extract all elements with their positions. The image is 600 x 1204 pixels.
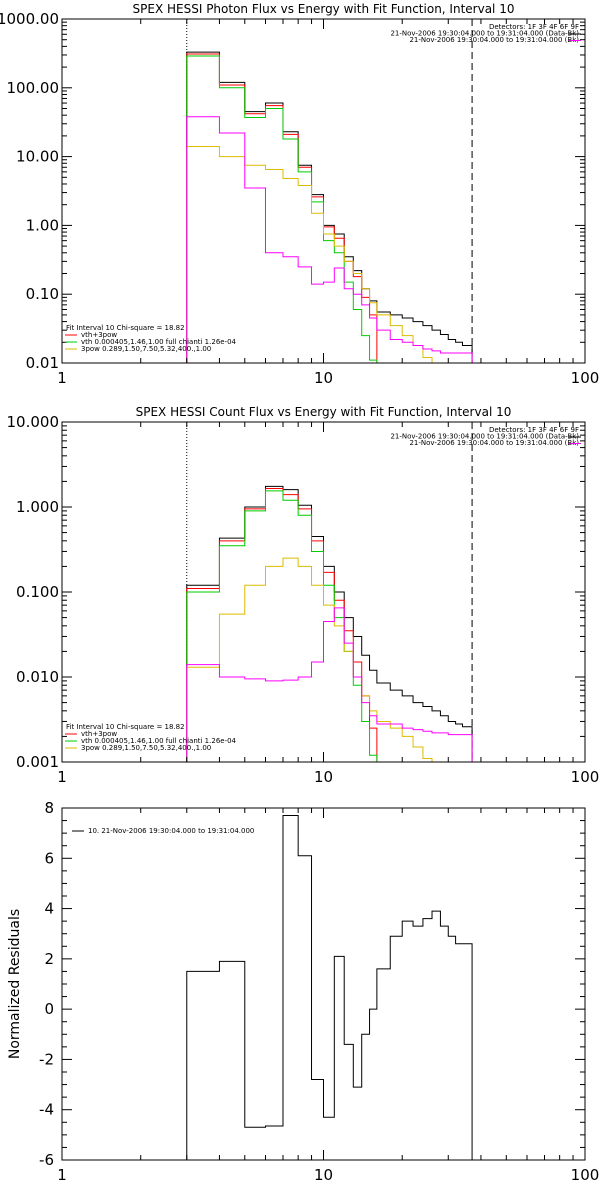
y-tick-label: 6 — [44, 849, 54, 867]
series-line-1 — [186, 815, 473, 1160]
x-ticks — [61, 422, 574, 762]
y-tick-label: 0.010 — [16, 668, 59, 686]
series-line-4 — [186, 146, 433, 363]
header-text-1: Detectors: 1F 3F 4F 6F 9F — [489, 23, 579, 31]
series-group — [186, 485, 473, 762]
y-tick-label: 1.00 — [26, 216, 59, 234]
chart-title: SPEX HESSI Count Flux vs Energy with Fit… — [136, 405, 512, 419]
x-tick-label: 10 — [314, 369, 333, 387]
x-tick-label: 1 — [57, 768, 67, 786]
y-tick-label: 0.001 — [16, 753, 59, 771]
y-tick-label: 0 — [44, 1000, 54, 1018]
series-line-2 — [186, 488, 378, 762]
series-line-2 — [186, 53, 378, 363]
chart-title: SPEX HESSI Photon Flux vs Energy with Fi… — [133, 2, 515, 16]
series-line-5 — [186, 607, 473, 762]
y-tick-label: 0.100 — [16, 583, 59, 601]
x-tick-label: 100 — [571, 1166, 600, 1184]
legend-text-2: vth+3pow — [81, 730, 117, 738]
legend-text-3: vth 0.000405,1.46,1.00 full chianti 1.26… — [81, 737, 237, 745]
x-tick-label: 100 — [571, 369, 600, 387]
legend-text-1: 10. 21-Nov-2006 19:30:04.000 to 19:31:04… — [88, 827, 254, 835]
y-ticks — [62, 807, 585, 1161]
legend-text-4: 3pow 0.289,1.50,7.50,5.32,400.,1.00 — [81, 744, 211, 752]
header-text-1: Detectors: 1F 3F 4F 6F 9F — [489, 426, 579, 434]
y-axis-label: Normalized Residuals — [7, 909, 23, 1059]
y-tick-label: 4 — [44, 900, 54, 918]
y-tick-label: 2 — [44, 950, 54, 968]
chart-panel-3: 1 10 100 -6 -4 -2 0 2 4 6 8 Normalized Residuals 10.… — [7, 799, 599, 1184]
y-tick-label: -2 — [39, 1050, 54, 1068]
header-text-3: 21-Nov-2006 19:30:04.000 to 19:31:04.000… — [409, 36, 579, 44]
y-tick-label: 0.01 — [26, 354, 59, 372]
series-line-5 — [186, 116, 473, 363]
x-ticks — [61, 808, 574, 1160]
y-tick-label: -4 — [39, 1101, 54, 1119]
legend-text-1: Fit Interval 10 Chi-square = 18.82 — [66, 324, 185, 332]
series-line-1 — [186, 485, 473, 762]
y-tick-label: 1.000 — [16, 498, 59, 516]
y-tick-label: 0.10 — [26, 285, 59, 303]
header-text-2: 21-Nov-2006 19:30:04.000 to 19:31:04.000… — [390, 433, 579, 441]
y-tick-label: 10.00 — [16, 148, 59, 166]
legend-text-1: Fit Interval 10 Chi-square = 18.82 — [66, 723, 185, 731]
y-tick-label: 100.00 — [7, 79, 60, 97]
y-tick-label: -6 — [39, 1151, 54, 1169]
legend-text-4: 3pow 0.289,1.50,7.50,5.32,400.,1.00 — [81, 345, 211, 353]
y-ticks — [62, 421, 585, 763]
series-line-1 — [186, 51, 473, 363]
series-line-3 — [186, 55, 378, 363]
plot-frame — [61, 18, 586, 364]
x-tick-label: 10 — [314, 1166, 333, 1184]
y-tick-label: 1000.00 — [0, 10, 59, 28]
x-tick-label: 1 — [57, 369, 67, 387]
chart-panel-2: SPEX HESSI Count Flux vs Energy with Fit… — [7, 405, 600, 786]
x-tick-label: 10 — [314, 768, 333, 786]
x-tick-label: 1 — [57, 1166, 67, 1184]
header-text-2: 21-Nov-2006 19:30:04.000 to 19:31:04.000… — [390, 30, 579, 38]
y-tick-label: 8 — [44, 799, 54, 817]
legend-text-2: vth+3pow — [81, 331, 117, 339]
series-line-3 — [186, 490, 378, 762]
series-group — [186, 815, 473, 1160]
y-tick-label: 10.000 — [7, 413, 60, 431]
x-tick-label: 100 — [571, 768, 600, 786]
x-ticks — [61, 19, 574, 363]
y-ticks — [62, 18, 585, 364]
header-text-3: 21-Nov-2006 19:30:04.000 to 19:31:04.000… — [409, 439, 579, 447]
series-group — [186, 51, 473, 363]
legend-text-3: vth 0.000405,1.46,1.00 full chianti 1.26… — [81, 338, 237, 346]
chart-panel-1: SPEX HESSI Photon Flux vs Energy with Fi… — [0, 2, 599, 387]
series-line-4 — [186, 557, 433, 762]
